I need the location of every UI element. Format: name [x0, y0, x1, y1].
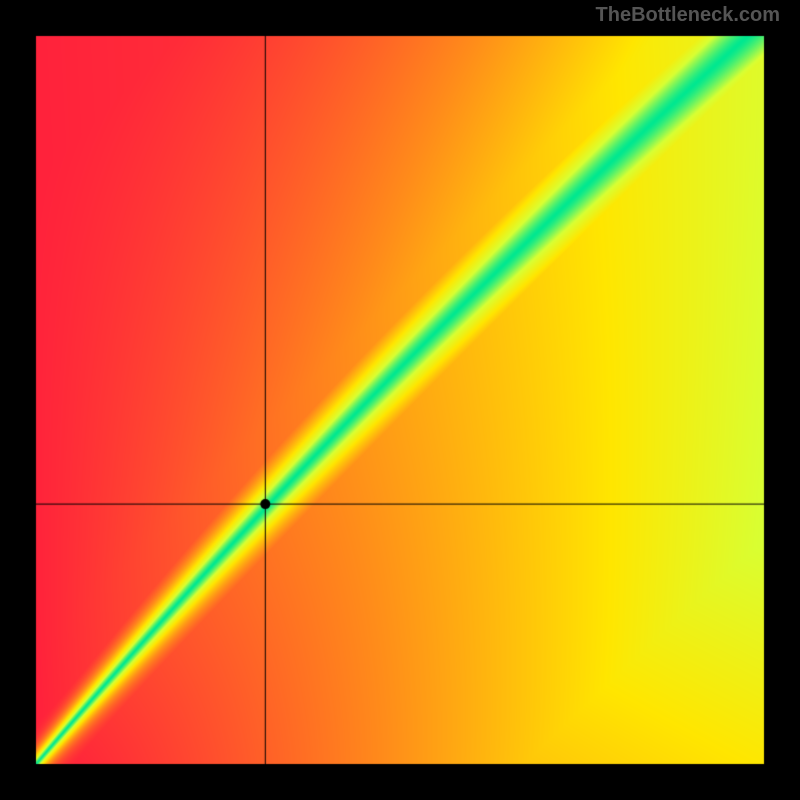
- chart-container: TheBottleneck.com: [0, 0, 800, 800]
- bottleneck-heatmap: [0, 0, 800, 800]
- watermark-text: TheBottleneck.com: [596, 4, 780, 27]
